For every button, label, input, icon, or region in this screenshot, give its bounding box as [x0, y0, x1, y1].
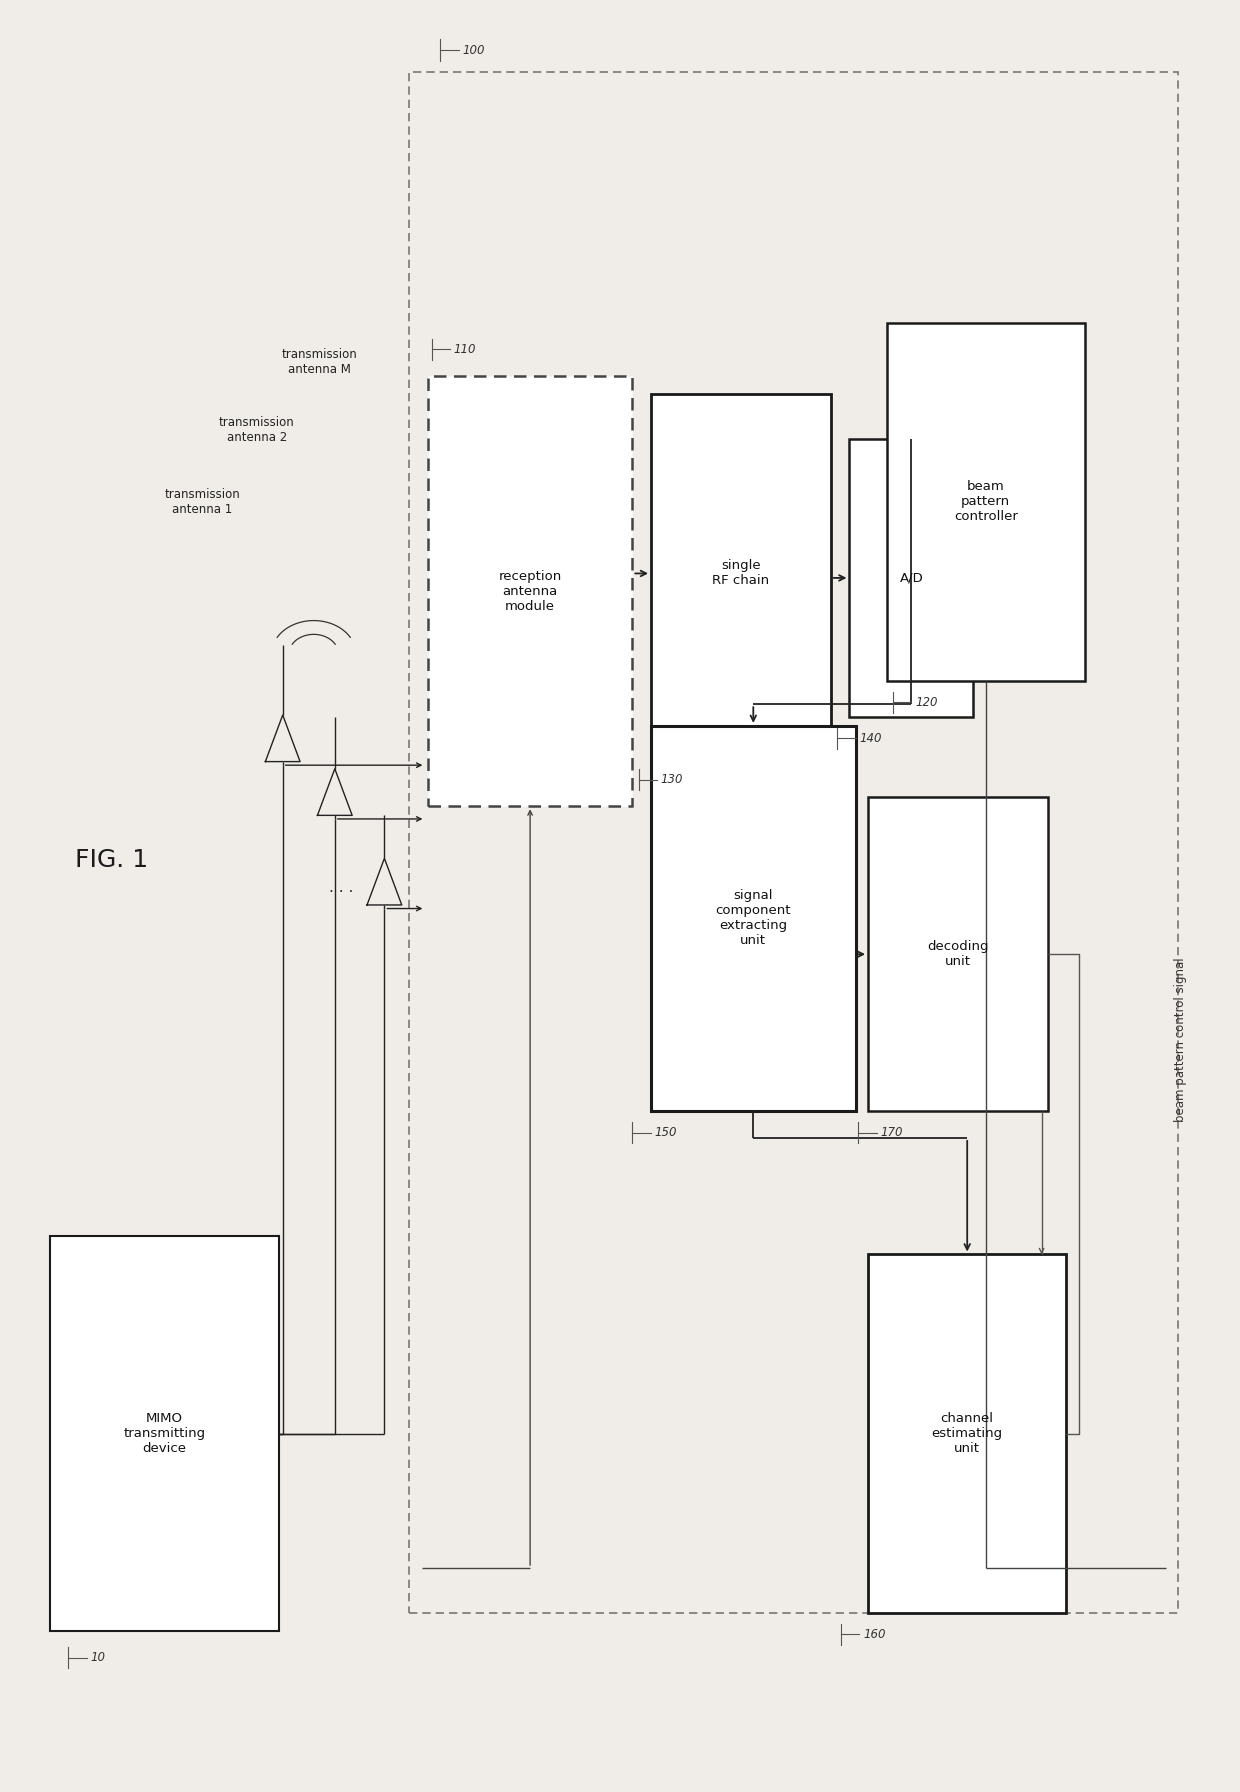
Text: MIMO
transmitting
device: MIMO transmitting device — [123, 1412, 206, 1455]
Text: A/D: A/D — [899, 572, 924, 584]
Text: transmission
antenna 2: transmission antenna 2 — [218, 416, 295, 444]
Text: 100: 100 — [463, 43, 485, 57]
Text: beam pattern control signal: beam pattern control signal — [1174, 957, 1187, 1122]
Text: FIG. 1: FIG. 1 — [76, 848, 148, 873]
Text: . . .: . . . — [329, 880, 353, 894]
Text: transmission
antenna 1: transmission antenna 1 — [164, 487, 241, 516]
Text: 130: 130 — [661, 772, 683, 787]
Text: decoding
unit: decoding unit — [928, 941, 988, 968]
FancyBboxPatch shape — [651, 394, 831, 753]
Text: single
RF chain: single RF chain — [712, 559, 770, 588]
Text: 10: 10 — [91, 1650, 105, 1665]
Text: 140: 140 — [859, 731, 882, 745]
FancyBboxPatch shape — [651, 726, 856, 1111]
Text: 170: 170 — [880, 1125, 903, 1140]
Text: 120: 120 — [915, 695, 937, 710]
Text: beam
pattern
controller: beam pattern controller — [954, 480, 1018, 523]
FancyBboxPatch shape — [868, 797, 1048, 1111]
FancyBboxPatch shape — [50, 1236, 279, 1631]
FancyBboxPatch shape — [428, 376, 632, 806]
Text: channel
estimating
unit: channel estimating unit — [931, 1412, 1003, 1455]
FancyBboxPatch shape — [887, 323, 1085, 681]
Text: reception
antenna
module: reception antenna module — [498, 570, 562, 613]
Text: signal
component
extracting
unit: signal component extracting unit — [715, 889, 791, 948]
Text: 150: 150 — [655, 1125, 677, 1140]
Text: 110: 110 — [454, 342, 476, 357]
Text: 160: 160 — [863, 1627, 885, 1641]
Text: transmission
antenna M: transmission antenna M — [281, 348, 358, 376]
FancyBboxPatch shape — [868, 1254, 1066, 1613]
FancyBboxPatch shape — [849, 439, 973, 717]
